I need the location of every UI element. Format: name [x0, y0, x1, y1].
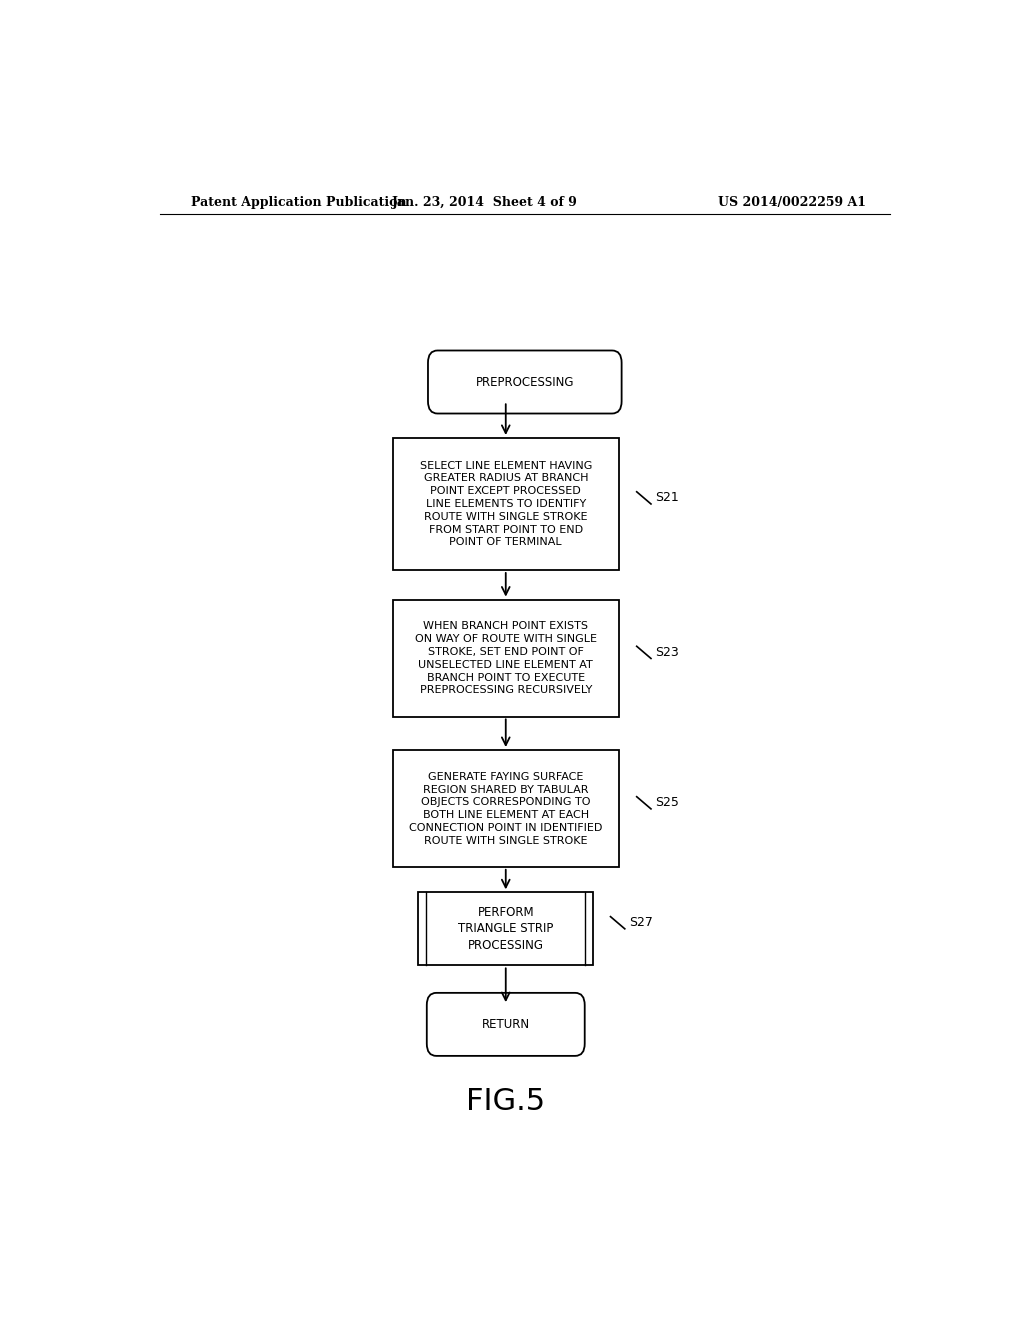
Text: FIG.5: FIG.5 [466, 1088, 546, 1117]
Text: S25: S25 [655, 796, 679, 809]
Text: Patent Application Publication: Patent Application Publication [191, 195, 407, 209]
FancyBboxPatch shape [427, 993, 585, 1056]
Text: SELECT LINE ELEMENT HAVING
GREATER RADIUS AT BRANCH
POINT EXCEPT PROCESSED
LINE : SELECT LINE ELEMENT HAVING GREATER RADIU… [420, 461, 592, 548]
FancyBboxPatch shape [428, 351, 622, 413]
Text: PREPROCESSING: PREPROCESSING [475, 375, 574, 388]
Bar [392, 438, 618, 570]
Text: PERFORM
TRIANGLE STRIP
PROCESSING: PERFORM TRIANGLE STRIP PROCESSING [458, 906, 553, 952]
Text: WHEN BRANCH POINT EXISTS
ON WAY OF ROUTE WITH SINGLE
STROKE, SET END POINT OF
UN: WHEN BRANCH POINT EXISTS ON WAY OF ROUTE… [415, 622, 597, 696]
Bar [392, 601, 618, 717]
Text: S21: S21 [655, 491, 679, 504]
Text: US 2014/0022259 A1: US 2014/0022259 A1 [718, 195, 866, 209]
Text: S27: S27 [629, 916, 652, 929]
Bar [392, 751, 618, 867]
Text: RETURN: RETURN [481, 1018, 529, 1031]
Text: GENERATE FAYING SURFACE
REGION SHARED BY TABULAR
OBJECTS CORRESPONDING TO
BOTH L: GENERATE FAYING SURFACE REGION SHARED BY… [409, 772, 602, 846]
Text: S23: S23 [655, 645, 679, 659]
Text: Jan. 23, 2014  Sheet 4 of 9: Jan. 23, 2014 Sheet 4 of 9 [392, 195, 579, 209]
Bar [419, 892, 593, 965]
